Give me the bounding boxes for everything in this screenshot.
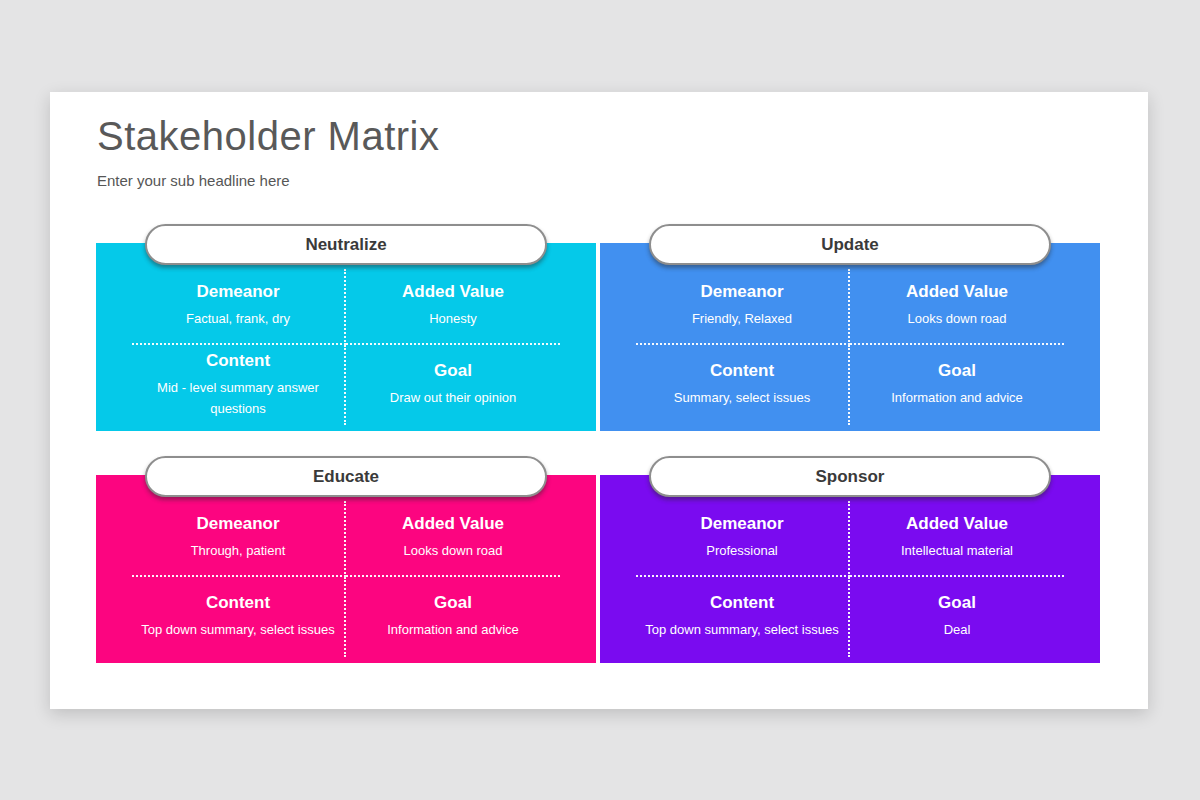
- cell-text: Friendly, Relaxed: [692, 309, 792, 330]
- cell-heading: Added Value: [402, 514, 504, 534]
- slide: Stakeholder Matrix Enter your sub headli…: [50, 92, 1148, 709]
- cell-heading: Content: [710, 593, 774, 613]
- cell-heading: Added Value: [906, 282, 1008, 302]
- quadrant-cells: Demeanor Through, patient Added Value Lo…: [132, 501, 560, 657]
- quadrant-title-pill: Sponsor: [649, 456, 1051, 497]
- cell-text: Through, patient: [191, 541, 286, 562]
- quadrant-title-pill: Neutralize: [145, 224, 547, 265]
- cell-text: Intellectual material: [901, 541, 1013, 562]
- cell-added-value: Added Value Looks down road: [346, 501, 560, 577]
- cell-heading: Goal: [938, 361, 976, 381]
- cell-heading: Demeanor: [196, 514, 279, 534]
- canvas: { "page": { "background_color": "#e4e4e5…: [0, 0, 1200, 800]
- cell-goal: Goal Draw out their opinion: [346, 345, 560, 425]
- cell-heading: Demeanor: [700, 282, 783, 302]
- quadrant-cells: Demeanor Factual, frank, dry Added Value…: [132, 269, 560, 425]
- cell-heading: Goal: [434, 593, 472, 613]
- quadrant-title-pill: Educate: [145, 456, 547, 497]
- cell-goal: Goal Deal: [850, 577, 1064, 657]
- cell-added-value: Added Value Intellectual material: [850, 501, 1064, 577]
- cell-goal: Goal Information and advice: [850, 345, 1064, 425]
- cell-text: Summary, select issues: [674, 388, 810, 409]
- cell-text: Looks down road: [403, 541, 502, 562]
- quadrant-cells: Demeanor Friendly, Relaxed Added Value L…: [636, 269, 1064, 425]
- cell-heading: Content: [206, 593, 270, 613]
- cell-text: Looks down road: [907, 309, 1006, 330]
- cell-heading: Goal: [434, 361, 472, 381]
- cell-text: Top down summary, select issues: [141, 620, 334, 641]
- cell-text: Information and advice: [891, 388, 1023, 409]
- cell-heading: Content: [710, 361, 774, 381]
- cell-demeanor: Demeanor Factual, frank, dry: [132, 269, 346, 345]
- cell-heading: Demeanor: [700, 514, 783, 534]
- cell-goal: Goal Information and advice: [346, 577, 560, 657]
- quadrant-neutralize: Neutralize Demeanor Factual, frank, dry …: [96, 243, 596, 431]
- cell-heading: Content: [206, 351, 270, 371]
- cell-text: Factual, frank, dry: [186, 309, 290, 330]
- page-title: Stakeholder Matrix: [97, 114, 439, 159]
- cell-demeanor: Demeanor Professional: [636, 501, 850, 577]
- cell-content: Content Mid - level summary answer quest…: [132, 345, 346, 425]
- quadrant-title-pill: Update: [649, 224, 1051, 265]
- cell-added-value: Added Value Looks down road: [850, 269, 1064, 345]
- quadrant-educate: Educate Demeanor Through, patient Added …: [96, 475, 596, 663]
- cell-text: Information and advice: [387, 620, 519, 641]
- title-block: Stakeholder Matrix Enter your sub headli…: [97, 114, 439, 189]
- stakeholder-matrix: Neutralize Demeanor Factual, frank, dry …: [96, 243, 1100, 663]
- cell-heading: Demeanor: [196, 282, 279, 302]
- cell-content: Content Top down summary, select issues: [636, 577, 850, 657]
- cell-added-value: Added Value Honesty: [346, 269, 560, 345]
- cell-content: Content Top down summary, select issues: [132, 577, 346, 657]
- cell-text: Draw out their opinion: [390, 388, 516, 409]
- cell-heading: Goal: [938, 593, 976, 613]
- cell-text: Top down summary, select issues: [645, 620, 838, 641]
- cell-demeanor: Demeanor Through, patient: [132, 501, 346, 577]
- cell-text: Deal: [944, 620, 971, 641]
- cell-text: Mid - level summary answer questions: [138, 378, 338, 420]
- quadrant-sponsor: Sponsor Demeanor Professional Added Valu…: [600, 475, 1100, 663]
- quadrant-update: Update Demeanor Friendly, Relaxed Added …: [600, 243, 1100, 431]
- cell-content: Content Summary, select issues: [636, 345, 850, 425]
- cell-demeanor: Demeanor Friendly, Relaxed: [636, 269, 850, 345]
- cell-text: Professional: [706, 541, 778, 562]
- cell-text: Honesty: [429, 309, 477, 330]
- cell-heading: Added Value: [906, 514, 1008, 534]
- cell-heading: Added Value: [402, 282, 504, 302]
- page-subtitle: Enter your sub headline here: [97, 172, 439, 189]
- quadrant-cells: Demeanor Professional Added Value Intell…: [636, 501, 1064, 657]
